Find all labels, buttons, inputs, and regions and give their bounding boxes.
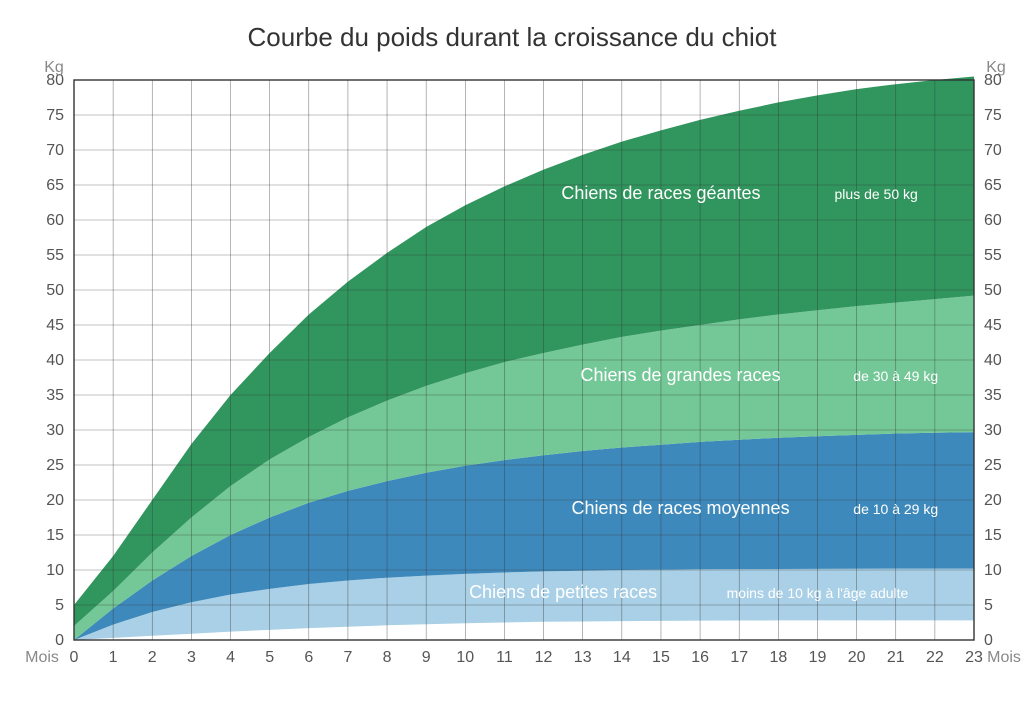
x-tick: 19	[809, 649, 827, 666]
x-tick: 23	[965, 649, 983, 666]
band-label-petites: Chiens de petites races	[469, 582, 657, 602]
x-tick: 11	[496, 649, 513, 666]
band-sublabel-geantes: plus de 50 kg	[835, 186, 918, 202]
x-tick: 13	[574, 649, 592, 666]
y-tick-left: 75	[46, 107, 64, 124]
x-tick: 10	[456, 649, 474, 666]
x-tick: 16	[691, 649, 709, 666]
y-tick-left: 35	[46, 387, 64, 404]
x-tick: 14	[613, 649, 631, 666]
band-sublabel-petites: moins de 10 kg à l'âge adulte	[727, 585, 909, 601]
x-tick: 9	[422, 649, 431, 666]
x-tick: 15	[652, 649, 670, 666]
y-unit-left: Kg	[44, 59, 64, 76]
y-tick-left: 20	[46, 492, 64, 509]
growth-chart: Courbe du poids durant la croissance du …	[0, 0, 1024, 718]
y-tick-left: 55	[46, 247, 64, 264]
y-tick-right: 50	[984, 282, 1002, 299]
band-label-moyennes: Chiens de races moyennes	[571, 498, 789, 518]
chart-svg: 0055101015152020252530303535404045455050…	[0, 0, 1024, 718]
x-tick: 18	[769, 649, 787, 666]
y-tick-right: 0	[984, 632, 993, 649]
y-tick-left: 60	[46, 212, 64, 229]
y-tick-right: 55	[984, 247, 1002, 264]
y-tick-left: 25	[46, 457, 64, 474]
y-tick-right: 5	[984, 597, 993, 614]
y-tick-left: 40	[46, 352, 64, 369]
x-tick: 22	[926, 649, 944, 666]
x-tick: 8	[383, 649, 392, 666]
y-tick-right: 20	[984, 492, 1002, 509]
chart-title: Courbe du poids durant la croissance du …	[0, 22, 1024, 53]
y-tick-left: 10	[46, 562, 64, 579]
band-label-geantes: Chiens de races géantes	[561, 183, 760, 203]
y-tick-right: 60	[984, 212, 1002, 229]
x-tick: 7	[343, 649, 352, 666]
y-tick-right: 10	[984, 562, 1002, 579]
x-tick: 1	[109, 649, 118, 666]
y-tick-right: 45	[984, 317, 1002, 334]
y-tick-left: 65	[46, 177, 64, 194]
x-tick: 3	[187, 649, 196, 666]
y-tick-left: 50	[46, 282, 64, 299]
y-tick-right: 15	[984, 527, 1002, 544]
x-tick: 6	[304, 649, 313, 666]
y-tick-right: 35	[984, 387, 1002, 404]
y-tick-left: 15	[46, 527, 64, 544]
y-tick-left: 70	[46, 142, 64, 159]
y-tick-right: 40	[984, 352, 1002, 369]
y-tick-right: 75	[984, 107, 1002, 124]
x-tick: 21	[887, 649, 905, 666]
x-tick: 4	[226, 649, 235, 666]
y-tick-right: 25	[984, 457, 1002, 474]
x-tick: 12	[535, 649, 553, 666]
x-unit-right: Mois	[987, 649, 1021, 666]
y-tick-left: 5	[55, 597, 64, 614]
band-label-grandes: Chiens de grandes races	[580, 365, 780, 385]
y-tick-left: 45	[46, 317, 64, 334]
band-sublabel-grandes: de 30 à 49 kg	[853, 368, 938, 384]
y-tick-left: 0	[55, 632, 64, 649]
x-tick: 20	[848, 649, 866, 666]
y-tick-right: 30	[984, 422, 1002, 439]
y-tick-right: 70	[984, 142, 1002, 159]
x-unit-left: Mois	[25, 649, 59, 666]
band-sublabel-moyennes: de 10 à 29 kg	[853, 501, 938, 517]
y-unit-right: Kg	[986, 59, 1006, 76]
x-tick: 2	[148, 649, 157, 666]
y-tick-left: 30	[46, 422, 64, 439]
x-tick: 5	[265, 649, 274, 666]
x-tick: 17	[730, 649, 748, 666]
x-tick: 0	[70, 649, 79, 666]
y-tick-right: 65	[984, 177, 1002, 194]
